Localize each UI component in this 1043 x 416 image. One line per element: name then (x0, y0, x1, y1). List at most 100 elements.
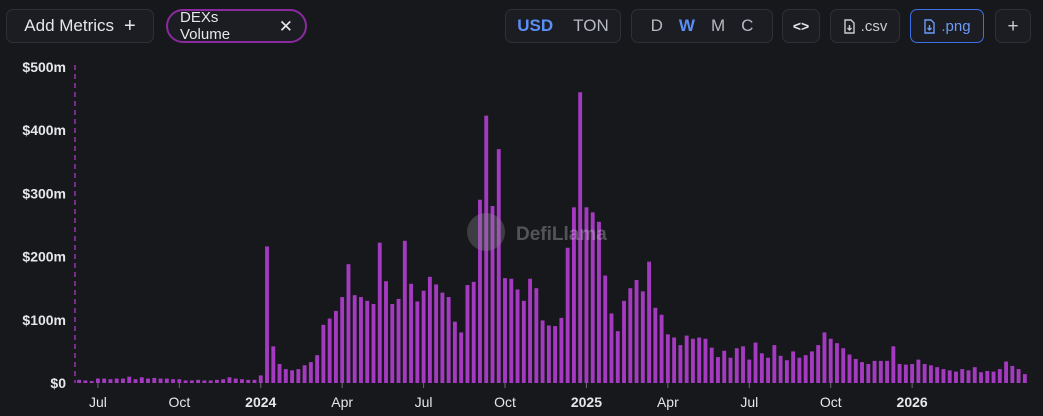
bar[interactable] (653, 307, 658, 383)
bar[interactable] (108, 379, 113, 383)
bar[interactable] (640, 291, 645, 383)
bar[interactable] (941, 369, 946, 383)
bar[interactable] (83, 380, 88, 383)
bar[interactable] (258, 375, 263, 383)
bar[interactable] (202, 380, 207, 383)
bar[interactable] (152, 377, 157, 383)
bar[interactable] (628, 288, 633, 383)
download-png-button[interactable]: .png (910, 9, 984, 43)
bar[interactable] (346, 264, 351, 383)
bar[interactable] (609, 313, 614, 383)
metric-pill-dexs-volume[interactable]: DEXs Volume ✕ (166, 9, 307, 43)
interval-option-c[interactable]: C (741, 16, 754, 35)
bar[interactable] (77, 379, 82, 383)
bar[interactable] (947, 370, 952, 383)
bar[interactable] (797, 357, 802, 383)
bar[interactable] (759, 353, 764, 383)
currency-option-ton[interactable]: TON (573, 16, 609, 35)
add-chart-button[interactable]: + (995, 9, 1031, 43)
bar[interactable] (440, 292, 445, 383)
bar[interactable] (835, 343, 839, 383)
bar[interactable] (139, 377, 144, 383)
bar[interactable] (446, 297, 451, 383)
bar[interactable] (716, 357, 720, 383)
bar[interactable] (866, 364, 871, 383)
bar[interactable] (578, 92, 583, 383)
bar[interactable] (471, 281, 476, 383)
bar[interactable] (860, 362, 864, 383)
bar[interactable] (183, 380, 188, 383)
bar[interactable] (452, 321, 457, 383)
bar[interactable] (208, 380, 213, 383)
bar[interactable] (703, 338, 708, 383)
add-metrics-button[interactable]: Add Metrics + (6, 9, 154, 43)
bar[interactable] (177, 379, 182, 383)
bar[interactable] (252, 379, 257, 383)
bar[interactable] (308, 362, 313, 383)
bar[interactable] (597, 221, 601, 383)
bar[interactable] (753, 342, 758, 383)
bar[interactable] (283, 369, 288, 383)
bar[interactable] (265, 246, 269, 383)
bar[interactable] (672, 337, 677, 384)
bar[interactable] (891, 346, 896, 383)
bar[interactable] (89, 381, 94, 383)
bar[interactable] (189, 380, 194, 383)
bar[interactable] (791, 351, 796, 383)
bar[interactable] (878, 360, 883, 383)
bar[interactable] (985, 370, 990, 383)
bar[interactable] (584, 207, 589, 383)
bar[interactable] (127, 376, 132, 383)
interval-option-m[interactable]: M (710, 16, 726, 35)
bar[interactable] (390, 304, 395, 383)
bar[interactable] (678, 345, 683, 383)
bar[interactable] (359, 297, 363, 383)
bar[interactable] (991, 371, 996, 383)
bar[interactable] (521, 300, 526, 383)
bar[interactable] (665, 334, 670, 383)
bar[interactable] (816, 345, 821, 383)
bar[interactable] (384, 281, 388, 383)
download-csv-button[interactable]: .csv (830, 9, 900, 43)
bar[interactable] (546, 325, 551, 383)
bar[interactable] (427, 276, 432, 383)
bar[interactable] (553, 326, 558, 383)
interval-option-d[interactable]: D (650, 16, 663, 35)
bar[interactable] (960, 369, 965, 383)
bar[interactable] (622, 300, 626, 383)
bar[interactable] (997, 369, 1002, 383)
bar[interactable] (327, 318, 332, 383)
bar[interactable] (684, 335, 689, 383)
bar[interactable] (371, 304, 376, 383)
bar[interactable] (966, 370, 971, 383)
bar[interactable] (828, 338, 833, 383)
bar[interactable] (853, 358, 858, 383)
bar[interactable] (121, 378, 125, 383)
bar[interactable] (496, 149, 501, 383)
bar[interactable] (972, 367, 977, 383)
bar[interactable] (246, 379, 251, 383)
bar[interactable] (296, 369, 301, 383)
embed-button[interactable]: <> (782, 9, 820, 43)
bar[interactable] (415, 301, 420, 383)
bar[interactable] (377, 242, 382, 383)
bar[interactable] (897, 364, 902, 383)
currency-option-usd[interactable]: USD (517, 16, 554, 35)
bar[interactable] (928, 365, 933, 383)
bar[interactable] (741, 346, 745, 383)
bar[interactable] (722, 350, 727, 383)
bar[interactable] (434, 284, 439, 383)
bar[interactable] (402, 240, 407, 383)
bar[interactable] (465, 285, 470, 383)
bar[interactable] (333, 310, 338, 383)
bar[interactable] (728, 357, 733, 383)
bar[interactable] (872, 360, 877, 383)
bar[interactable] (809, 351, 814, 383)
bar[interactable] (227, 377, 232, 383)
bar[interactable] (634, 279, 639, 383)
bar[interactable] (903, 364, 908, 383)
bar[interactable] (747, 359, 752, 383)
bar[interactable] (772, 345, 777, 383)
bar[interactable] (916, 359, 921, 383)
bar[interactable] (409, 283, 414, 383)
